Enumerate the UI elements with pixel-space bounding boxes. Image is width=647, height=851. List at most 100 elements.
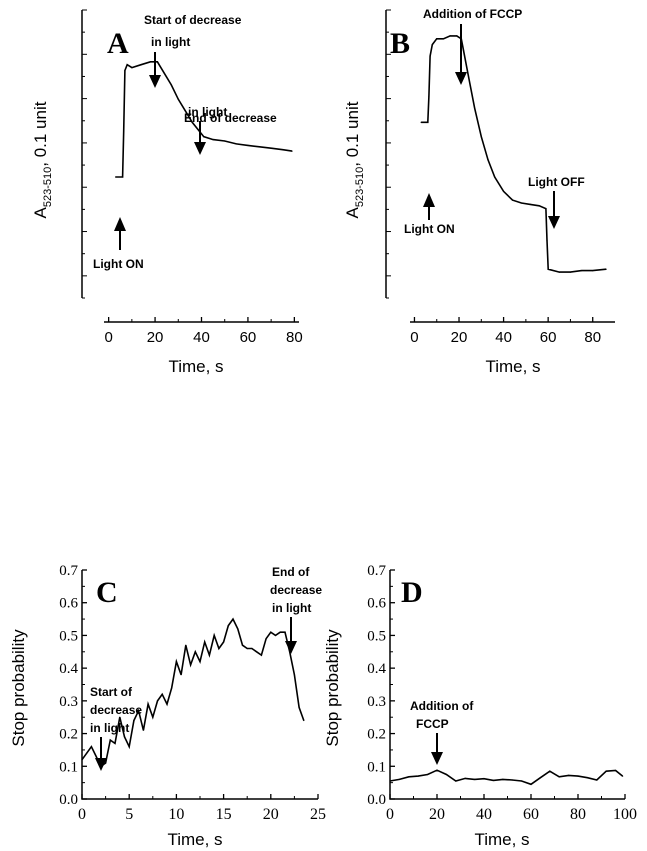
data-point [549,770,551,772]
panel-d-x-ticks: 0 20 40 60 80 100 [386,794,637,823]
data-point [408,776,410,778]
data-point [436,38,438,40]
panel-a-annotation-light-on: Light ON [93,217,144,271]
down-arrow-head [455,72,467,85]
data-point [147,703,149,705]
data-point [163,72,165,74]
annotation-text: Addition of FCCP [423,7,522,21]
data-point [190,664,192,666]
data-point [224,140,226,142]
data-point [429,55,431,57]
data-point [511,779,513,781]
data-point [270,631,272,633]
panel-b: B 0 20 40 60 80 Time, s A523-510, 0.1 unit A… [343,7,615,376]
data-point [180,674,182,676]
data-point [547,268,549,270]
data-point [115,176,117,178]
annotation-text-line1: End of decrease [184,111,277,125]
data-point [464,777,466,780]
data-point [128,746,130,748]
y-tick-label: 0.3 [367,694,386,710]
y-tick-label: 0.6 [367,596,386,612]
data-point [291,150,293,152]
panel-d-data-points [389,769,624,785]
data-point [218,647,220,650]
data-point [270,147,272,149]
data-point [204,641,206,643]
data-point [105,762,107,764]
data-point [166,703,168,705]
panel-a-y-label: A523-510, 0.1 unit [31,101,54,218]
x-tick-label: 25 [310,806,326,823]
x-tick-label: 100 [613,806,637,823]
data-point [223,641,225,643]
panel-a: A 0 20 40 60 80 Time, s A523-510, 0.1 unit S… [31,9,303,376]
data-point [109,739,111,741]
svg-text:in light: in light [188,105,227,119]
x-tick-label: 0 [410,329,418,346]
down-arrow-head [431,752,443,765]
annotation-text-line2: decrease [270,583,322,597]
x-tick-label: 0 [386,806,394,823]
data-point [530,783,532,785]
data-point [140,64,142,66]
annotation-text-line2: FCCP [416,717,449,731]
data-point [247,144,249,146]
x-tick-label: 15 [216,806,232,823]
data-point [123,736,126,738]
data-point [502,778,504,781]
data-point [474,107,476,109]
y-tick-label: 0.5 [367,628,386,644]
data-point [503,190,505,192]
y-tick-label: 0.4 [59,661,78,677]
x-tick-label: 0 [104,329,112,346]
annotation-text-line2: in light [151,35,190,49]
data-point [568,774,570,777]
x-tick-label: 20 [147,329,164,346]
annotation-text-line1: Start of [90,685,133,699]
y-tick-label: 0.7 [59,563,78,579]
annotation-text-line1: End of [272,565,310,579]
x-tick-label: 0 [78,806,86,823]
panel-d-x-label: Time, s [474,830,529,849]
data-point [124,69,126,72]
data-point [303,719,305,722]
panel-a-annotation-start: Start of decrease in light [144,13,242,88]
data-point [592,270,594,272]
annotation-text: Light ON [93,257,144,271]
data-point [81,759,83,761]
data-point [539,777,542,779]
data-point [279,631,281,633]
panel-a-data-points [115,61,293,178]
data-point [142,729,144,731]
panel-d-y-label: Stop probability [323,629,342,747]
data-point [251,647,253,650]
y-tick-label: 0.0 [59,792,78,808]
x-tick-label: 40 [476,806,492,823]
data-point [208,654,210,656]
x-tick-label: 80 [584,329,601,346]
y-tick-label: 0.2 [59,727,78,743]
x-tick-label: 10 [168,806,184,823]
panel-b-annotation-light-on: Light ON [404,193,455,236]
data-point [581,270,583,272]
data-point [138,710,140,712]
y-tick-label: 0.0 [367,792,386,808]
data-point [605,268,607,270]
panel-b-x-ticks: 0 20 40 60 80 [410,317,601,346]
data-point [436,769,438,771]
panel-b-annotation-light-off: Light OFF [528,175,585,229]
data-point [596,779,598,781]
data-point [235,143,237,145]
down-arrow-head [95,758,107,771]
panel-c-letter: C [96,576,118,609]
panel-b-annotation-fccp: Addition of FCCP [423,7,522,85]
panel-d-axes [389,570,625,800]
data-point [119,716,121,718]
panel-d-series-line [389,769,624,786]
data-point [511,199,514,201]
panel-a-letter: A [107,27,129,60]
panel-b-series-line [421,35,607,273]
data-point [558,776,560,778]
data-point [474,778,476,781]
